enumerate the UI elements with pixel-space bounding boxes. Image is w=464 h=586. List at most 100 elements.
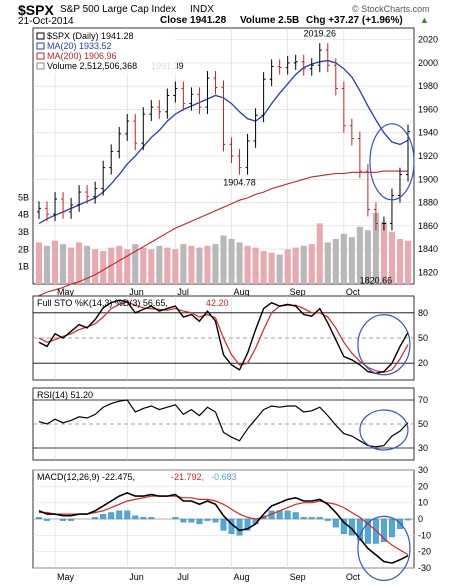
macd-histogram-bar — [108, 512, 115, 520]
price-axis-tick-label: 1940 — [418, 128, 438, 138]
volume-bar — [244, 245, 251, 284]
volume-bar — [68, 247, 75, 284]
volume-bar — [156, 245, 163, 284]
sto-k-line — [38, 299, 409, 375]
volume-bar — [388, 232, 396, 284]
month-axis-label-bottom: Oct — [346, 572, 361, 582]
rsi-legend-label: RSI(14) 51.20 — [37, 390, 93, 400]
macd-histogram-bar — [100, 513, 107, 520]
price-annotation-label: 1904.78 — [223, 178, 256, 188]
macd-histogram-bar — [204, 518, 211, 521]
month-axis-label-bottom: May — [57, 572, 75, 582]
volume-bar — [236, 242, 243, 284]
volume-bar — [364, 230, 371, 284]
volume-bar — [252, 247, 259, 284]
price-legend-entry: $SPX (Daily) 1941.28 — [47, 31, 134, 41]
macd-axis-tick-label: 20 — [418, 481, 428, 491]
macd-histogram-bar — [244, 518, 251, 531]
volume-bar — [284, 249, 291, 284]
chart-date: 21-Oct-2014 — [18, 16, 74, 27]
exchange-label: INDX — [190, 4, 214, 15]
volume-bar — [300, 245, 307, 284]
price-axis-tick-label: 1840 — [418, 244, 438, 254]
ma200-line — [38, 170, 409, 297]
volume-bar — [372, 212, 379, 284]
volume-axis-tick-label: 3B — [18, 227, 29, 237]
macd-highlight-ellipse — [357, 515, 411, 582]
volume-bar — [76, 242, 83, 284]
month-axis-label: May — [57, 287, 75, 297]
sto-d-line — [38, 301, 409, 374]
rsi-line — [38, 399, 409, 448]
symbol-title: $SPX — [18, 2, 54, 18]
close-value: Close 1941.28 — [160, 15, 227, 26]
macd-signal-line — [39, 495, 409, 556]
volume-bar — [140, 247, 147, 284]
volume-axis-tick-label: 4B — [18, 210, 29, 220]
volume-bar — [196, 247, 203, 284]
volume-bar — [292, 247, 299, 284]
macd-histogram-bar — [308, 517, 315, 520]
volume-bar — [132, 244, 139, 284]
change-up-icon: ▲ — [420, 15, 429, 25]
sto-axis-tick-label: 50 — [418, 333, 428, 343]
volume-bar — [164, 247, 171, 284]
price-legend-entry: Volume 2,512,506,368 — [47, 61, 137, 71]
volume-bar — [35, 242, 43, 284]
volume-bar — [276, 254, 283, 284]
macd-histogram-bar — [292, 512, 299, 520]
price-axis-tick-label: 1920 — [418, 151, 438, 161]
macd-histogram-bar — [92, 517, 99, 520]
macd-histogram-bar — [388, 518, 395, 538]
index-name: S&P 500 Large Cap Index — [60, 4, 177, 15]
volume-bar — [316, 223, 323, 284]
macd-histogram-bar — [44, 518, 50, 521]
month-axis-label-bottom: Aug — [234, 572, 250, 582]
macd-legend-histogram-value: -0.683 — [211, 472, 237, 482]
volume-bar — [124, 249, 131, 284]
legend-swatch — [36, 62, 45, 70]
price-axis-tick-label: 1860 — [418, 221, 438, 231]
sto-axis-tick-label: 80 — [418, 308, 428, 318]
rsi-highlight-ellipse — [359, 409, 409, 451]
macd-histogram-bar — [284, 510, 291, 520]
macd-histogram-bar — [340, 518, 347, 534]
volume-bar — [180, 244, 187, 284]
sto-highlight-ellipse — [357, 314, 411, 376]
macd-histogram-bar — [332, 518, 339, 528]
macd-histogram-bar — [36, 517, 42, 520]
macd-histogram-bar — [380, 518, 387, 543]
legend-swatch — [36, 32, 45, 40]
sto-axis-tick-label: 20 — [418, 358, 428, 368]
rsi-axis-tick-label: 70 — [418, 395, 428, 405]
macd-axis-tick-label: -20 — [418, 547, 431, 557]
volume-bar — [268, 252, 275, 284]
legend-swatch — [36, 52, 45, 60]
price-axis-tick-label: 1900 — [418, 174, 438, 184]
price-legend-entry: MA(20) 1933.52 — [47, 41, 112, 51]
price-annotation-label: 2019.26 — [303, 28, 336, 38]
macd-histogram-bar — [148, 517, 155, 520]
macd-legend-label: MACD(12,26,9) -22.475, — [37, 472, 135, 482]
volume-bar — [148, 249, 155, 284]
volume-bar — [308, 244, 315, 284]
volume-bar — [43, 245, 51, 284]
macd-histogram-bar — [324, 518, 331, 521]
rsi-axis-tick-label: 50 — [418, 419, 428, 429]
volume-bar — [332, 238, 339, 284]
rsi-axis-tick-label: 30 — [418, 443, 428, 453]
macd-axis-tick-label: 30 — [418, 465, 428, 475]
macd-histogram-bar — [364, 518, 371, 544]
volume-bar — [51, 240, 59, 284]
volume-bar — [220, 235, 227, 284]
volume-bar — [356, 226, 363, 284]
sto-legend-label: Full STO %K(14,3) %D(3) 56.65, — [37, 298, 168, 308]
volume-bar — [260, 251, 267, 284]
macd-histogram-bar — [68, 518, 75, 521]
macd-axis-tick-label: 0 — [418, 514, 423, 524]
month-axis-label: Jun — [129, 287, 144, 297]
macd-histogram-bar — [140, 517, 147, 520]
macd-histogram-bar — [180, 518, 187, 523]
price-legend-entry: MA(200) 1906.96 — [47, 51, 117, 61]
